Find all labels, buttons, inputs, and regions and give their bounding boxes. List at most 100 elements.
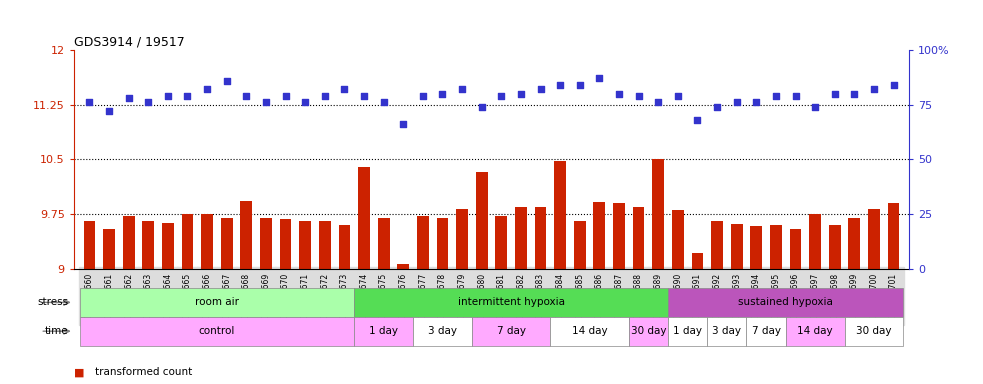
Bar bbox=[103, 229, 115, 269]
Bar bbox=[809, 214, 821, 269]
Point bbox=[259, 99, 274, 106]
Bar bbox=[730, 223, 742, 269]
Text: 14 day: 14 day bbox=[572, 326, 607, 336]
Point bbox=[376, 99, 391, 106]
Bar bbox=[80, 317, 354, 346]
Bar bbox=[789, 229, 801, 269]
Bar bbox=[672, 210, 684, 269]
Text: intermittent hypoxia: intermittent hypoxia bbox=[458, 297, 564, 308]
Text: 1 day: 1 day bbox=[673, 326, 702, 336]
Bar bbox=[535, 207, 547, 269]
Text: 1 day: 1 day bbox=[370, 326, 398, 336]
Bar bbox=[785, 317, 844, 346]
Point bbox=[219, 78, 235, 84]
Bar bbox=[80, 288, 354, 317]
Bar bbox=[633, 207, 645, 269]
Point bbox=[474, 104, 490, 110]
Text: transformed count: transformed count bbox=[95, 367, 193, 377]
Bar bbox=[318, 222, 330, 269]
Bar bbox=[668, 288, 903, 317]
Bar bbox=[868, 209, 880, 269]
Bar bbox=[354, 288, 668, 317]
Bar bbox=[397, 265, 409, 269]
Text: 30 day: 30 day bbox=[856, 326, 892, 336]
Bar bbox=[476, 172, 488, 269]
Bar bbox=[707, 317, 746, 346]
Bar bbox=[844, 317, 903, 346]
Bar bbox=[711, 222, 723, 269]
Text: stress: stress bbox=[37, 297, 69, 308]
Bar bbox=[436, 218, 448, 269]
Bar bbox=[221, 218, 233, 269]
Bar bbox=[515, 207, 527, 269]
Point bbox=[768, 93, 783, 99]
Bar bbox=[358, 167, 370, 269]
Point bbox=[572, 82, 588, 88]
Text: 7 day: 7 day bbox=[496, 326, 526, 336]
Point bbox=[807, 104, 823, 110]
Bar bbox=[182, 214, 194, 269]
Point bbox=[180, 93, 196, 99]
Point bbox=[533, 86, 549, 93]
Point bbox=[141, 99, 156, 106]
Point bbox=[297, 99, 313, 106]
Bar bbox=[84, 222, 95, 269]
Text: 7 day: 7 day bbox=[752, 326, 781, 336]
Bar bbox=[241, 201, 253, 269]
Point bbox=[160, 93, 176, 99]
Point bbox=[493, 93, 509, 99]
Point bbox=[748, 99, 764, 106]
Point bbox=[690, 117, 706, 123]
Point bbox=[356, 93, 372, 99]
Point bbox=[631, 93, 647, 99]
Point bbox=[395, 121, 411, 127]
Point bbox=[592, 75, 607, 81]
Point bbox=[121, 95, 137, 101]
Point bbox=[101, 108, 117, 114]
Bar bbox=[829, 225, 840, 269]
Text: 14 day: 14 day bbox=[797, 326, 833, 336]
Bar bbox=[770, 225, 781, 269]
Point bbox=[552, 82, 568, 88]
Point bbox=[317, 93, 332, 99]
Text: sustained hypoxia: sustained hypoxia bbox=[738, 297, 834, 308]
Bar bbox=[417, 215, 429, 269]
Point bbox=[886, 82, 901, 88]
Bar bbox=[495, 216, 507, 269]
Bar bbox=[629, 317, 668, 346]
Bar bbox=[377, 218, 389, 269]
Text: control: control bbox=[199, 326, 235, 336]
Bar bbox=[456, 209, 468, 269]
Point bbox=[434, 91, 450, 97]
Point bbox=[200, 86, 215, 93]
Bar bbox=[554, 161, 566, 269]
Bar bbox=[338, 225, 350, 269]
Point bbox=[513, 91, 529, 97]
Bar bbox=[613, 203, 625, 269]
Bar bbox=[746, 317, 785, 346]
Point bbox=[827, 91, 842, 97]
Bar bbox=[472, 317, 550, 346]
Point bbox=[787, 93, 803, 99]
Point bbox=[611, 91, 627, 97]
Bar bbox=[888, 203, 899, 269]
Point bbox=[709, 104, 724, 110]
Bar bbox=[299, 222, 311, 269]
Bar bbox=[750, 227, 762, 269]
Text: 3 day: 3 day bbox=[713, 326, 741, 336]
Point bbox=[651, 99, 666, 106]
Bar bbox=[123, 216, 135, 269]
Text: GDS3914 / 19517: GDS3914 / 19517 bbox=[74, 36, 185, 49]
Point bbox=[277, 93, 293, 99]
Text: ■: ■ bbox=[74, 367, 85, 377]
Text: room air: room air bbox=[195, 297, 239, 308]
Bar bbox=[354, 317, 413, 346]
Bar bbox=[202, 214, 213, 269]
Bar bbox=[162, 223, 174, 269]
Point bbox=[866, 86, 882, 93]
Point bbox=[846, 91, 862, 97]
Bar bbox=[550, 317, 629, 346]
Bar bbox=[413, 317, 472, 346]
Point bbox=[728, 99, 744, 106]
Bar bbox=[668, 317, 707, 346]
